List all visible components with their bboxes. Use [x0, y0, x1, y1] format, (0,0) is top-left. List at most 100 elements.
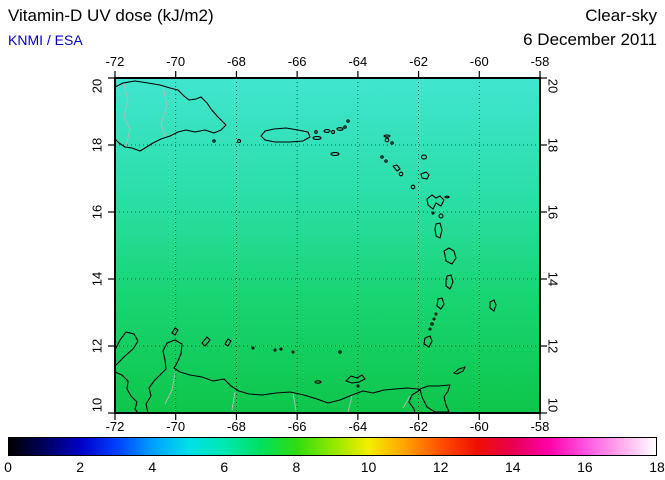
- lon-tick-label: -66: [287, 54, 307, 69]
- coastline-venezuela: [145, 339, 421, 414]
- lon-tick-label: -70: [166, 419, 186, 434]
- coastlines-layer: [114, 80, 497, 414]
- island-dominica: [434, 222, 443, 239]
- border-venezuela-4: [347, 395, 353, 413]
- lon-axis-top: -72 -70 -68 -66 -64 -62 -60 -58: [106, 54, 550, 70]
- colorbar-tick-label: 0: [4, 459, 12, 475]
- coastline-hispaniola: [114, 80, 227, 152]
- island-tortola: [336, 127, 344, 131]
- lon-tick-label: -62: [409, 54, 428, 69]
- island-st-lucia: [445, 274, 454, 290]
- island-orchila: [291, 350, 295, 354]
- lon-tick-label: -66: [287, 419, 307, 434]
- island-grenadines-1: [434, 312, 438, 316]
- island-martinique: [443, 247, 457, 265]
- island-st-croix: [330, 151, 340, 157]
- sky-condition-label: Clear-sky: [585, 6, 657, 25]
- island-bonaire: [224, 338, 232, 347]
- island-marie-galante: [438, 213, 444, 219]
- coastline-gulf-venezuela: [114, 371, 139, 414]
- island-st-thomas: [323, 129, 331, 133]
- island-grenadines-3: [430, 322, 434, 326]
- lat-axis-left: 20 18 16 14 12 10: [88, 78, 106, 413]
- island-st-kitts: [392, 164, 401, 172]
- colorbar-tick-label: 2: [76, 459, 85, 475]
- borders-layer: [123, 83, 411, 413]
- border-venezuela-3: [292, 392, 297, 412]
- island-blanquilla: [338, 350, 342, 354]
- lon-tick-label: -58: [530, 54, 550, 69]
- lat-tick-label: 18: [545, 137, 561, 153]
- lat-tick-label: 10: [89, 397, 105, 412]
- island-vieques: [312, 135, 322, 141]
- lat-tick-label: 14: [545, 271, 561, 287]
- island-grenadines-2: [432, 317, 436, 321]
- lon-axis-bottom: -72 -70 -68 -66 -64 -62 -60 -58: [106, 419, 550, 435]
- page-title: Vitamin-D UV dose (kJ/m2): [8, 6, 214, 25]
- colorbar-tick-label: 10: [360, 459, 377, 475]
- lon-tick-label: -70: [166, 54, 186, 69]
- island-grenada: [423, 335, 433, 348]
- uv-field: [115, 78, 540, 413]
- island-virgin-gorda: [343, 125, 347, 129]
- island-montserrat: [410, 184, 416, 190]
- island-desirade: [444, 195, 450, 199]
- lon-tick-label: -68: [227, 54, 246, 69]
- island-margarita: [345, 374, 366, 384]
- lat-tick-label: 16: [545, 204, 561, 220]
- lon-tick-label: -72: [105, 419, 125, 434]
- lon-tick-label: -60: [469, 419, 489, 434]
- island-anguilla: [383, 134, 391, 138]
- grid-layer: [115, 78, 540, 413]
- axis-ticks: [108, 71, 547, 420]
- island-barbuda: [420, 154, 428, 160]
- island-st-john: [330, 129, 336, 135]
- island-los-roques-1: [273, 348, 277, 352]
- island-barbados: [489, 299, 497, 312]
- island-antigua: [420, 171, 430, 180]
- lat-tick-label: 12: [89, 338, 105, 354]
- border-hispaniola-2: [160, 85, 168, 137]
- lat-tick-label: 20: [89, 79, 105, 94]
- island-guadeloupe: [426, 194, 445, 210]
- island-saona: [212, 139, 216, 143]
- colorbar-tick-label: 14: [504, 459, 521, 475]
- border-venezuela-2: [231, 391, 236, 411]
- island-st-barth: [390, 141, 394, 145]
- island-coche: [356, 384, 360, 388]
- lon-tick-label: -62: [409, 419, 428, 434]
- island-aruba: [171, 327, 179, 336]
- lon-tick-label: -60: [469, 54, 489, 69]
- lat-tick-label: 18: [89, 137, 105, 153]
- lon-tick-label: -64: [348, 419, 368, 434]
- colorbar-tick-label: 6: [220, 459, 229, 475]
- colorbar-tick-label: 18: [649, 459, 665, 475]
- lon-tick-label: -58: [530, 419, 550, 434]
- lon-tick-label: -64: [348, 54, 368, 69]
- source-credit: KNMI / ESA: [8, 32, 83, 48]
- lat-axis-right: 20 18 16 14 12 10: [544, 78, 562, 413]
- lat-tick-label: 12: [545, 338, 561, 354]
- date-label: 6 December 2011: [523, 30, 657, 49]
- coastline-guajira: [114, 331, 139, 367]
- map-frame-border: [114, 77, 541, 414]
- colorbar-gradient: [8, 437, 657, 456]
- island-st-vincent: [436, 297, 445, 310]
- border-venezuela-1: [164, 372, 176, 405]
- island-la-tortuga: [314, 380, 322, 384]
- map-overlay: [108, 71, 547, 420]
- lat-tick-label: 16: [89, 204, 105, 220]
- colorbar-labels: 0 2 4 6 8 10 12 14 16 18: [4, 459, 665, 475]
- lon-tick-label: -68: [227, 419, 246, 434]
- colorbar-tick-label: 12: [432, 459, 449, 475]
- lat-tick-label: 20: [545, 79, 561, 94]
- island-culebra: [314, 130, 318, 134]
- island-saba: [380, 155, 384, 159]
- island-st-eustatius: [384, 159, 388, 163]
- island-trinidad: [419, 384, 451, 413]
- island-anegada: [346, 119, 350, 123]
- border-haiti-dr: [123, 83, 131, 147]
- island-curacao: [201, 336, 211, 347]
- border-venezuela-5: [402, 395, 411, 409]
